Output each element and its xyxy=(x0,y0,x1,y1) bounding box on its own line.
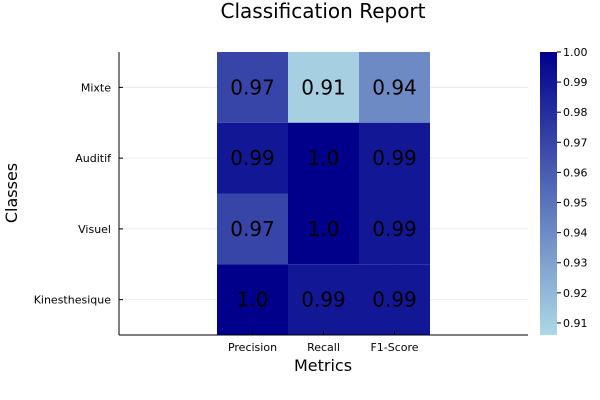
heatmap-cell xyxy=(217,193,288,265)
cell-value-label: 0.97 xyxy=(230,217,275,241)
heatmap-cell xyxy=(217,52,288,123)
colorbar-tick-label: 0.93 xyxy=(563,257,588,270)
cell-value-label: 1.0 xyxy=(308,217,340,241)
colorbar-tick-label: 0.95 xyxy=(563,197,588,210)
colorbar-tick-label: 0.92 xyxy=(563,287,588,300)
heatmap-cell xyxy=(288,193,359,265)
y-tick-label: Mixte xyxy=(81,81,111,94)
cell-value-label: 0.99 xyxy=(372,288,417,312)
heatmap-cell xyxy=(288,52,359,123)
y-tick-label: Kinesthesique xyxy=(34,294,112,307)
x-axis-label: Metrics xyxy=(294,356,352,375)
heatmap-cell xyxy=(359,122,430,194)
x-tick-label: Precision xyxy=(228,341,277,354)
colorbar-tick-label: 0.96 xyxy=(563,166,588,179)
x-tick-label: F1-Score xyxy=(370,341,418,354)
heatmap-cell xyxy=(217,264,288,335)
cell-value-label: 1.0 xyxy=(308,146,340,170)
heatmap-cell xyxy=(288,264,359,335)
y-axis-label: Classes xyxy=(2,163,21,223)
cell-value-label: 0.99 xyxy=(372,217,417,241)
cell-value-label: 0.99 xyxy=(230,146,275,170)
heatmap-cell xyxy=(359,193,430,265)
colorbar: 0.91 0.92 0.93 0.94 0.95 0.96 0.97 0.98 0.99 1.00 xyxy=(540,46,588,335)
colorbar-tick-label: 0.91 xyxy=(563,317,588,330)
colorbar-tick-label: 0.99 xyxy=(563,76,588,89)
cell-value-label: 1.0 xyxy=(237,288,269,312)
cell-value-label: 0.97 xyxy=(230,75,275,99)
cell-value-label: 0.94 xyxy=(372,75,417,99)
heatmap-cell xyxy=(288,122,359,194)
colorbar-tick-label: 0.98 xyxy=(563,106,588,119)
heatmap-cell xyxy=(359,52,430,123)
colorbar-tick-label: 0.94 xyxy=(563,227,588,240)
y-tick-label: Auditif xyxy=(75,152,112,165)
colorbar-gradient xyxy=(540,52,557,335)
colorbar-tick-label: 0.97 xyxy=(563,136,588,149)
x-tick-label: Recall xyxy=(307,341,340,354)
colorbar-tick-label: 1.00 xyxy=(563,46,588,59)
plot-area: 0.97 0.91 0.94 0.99 1.0 0.99 0.97 1.0 0.99 1.0 0.9… xyxy=(34,52,528,354)
cell-value-label: 0.99 xyxy=(372,146,417,170)
heatmap-cell xyxy=(217,122,288,194)
chart-title: Classification Report xyxy=(221,0,426,23)
heatmap-cell xyxy=(359,264,430,335)
y-tick-label: Visuel xyxy=(78,223,111,236)
cell-value-label: 0.91 xyxy=(301,75,346,99)
cell-value-label: 0.99 xyxy=(301,288,346,312)
